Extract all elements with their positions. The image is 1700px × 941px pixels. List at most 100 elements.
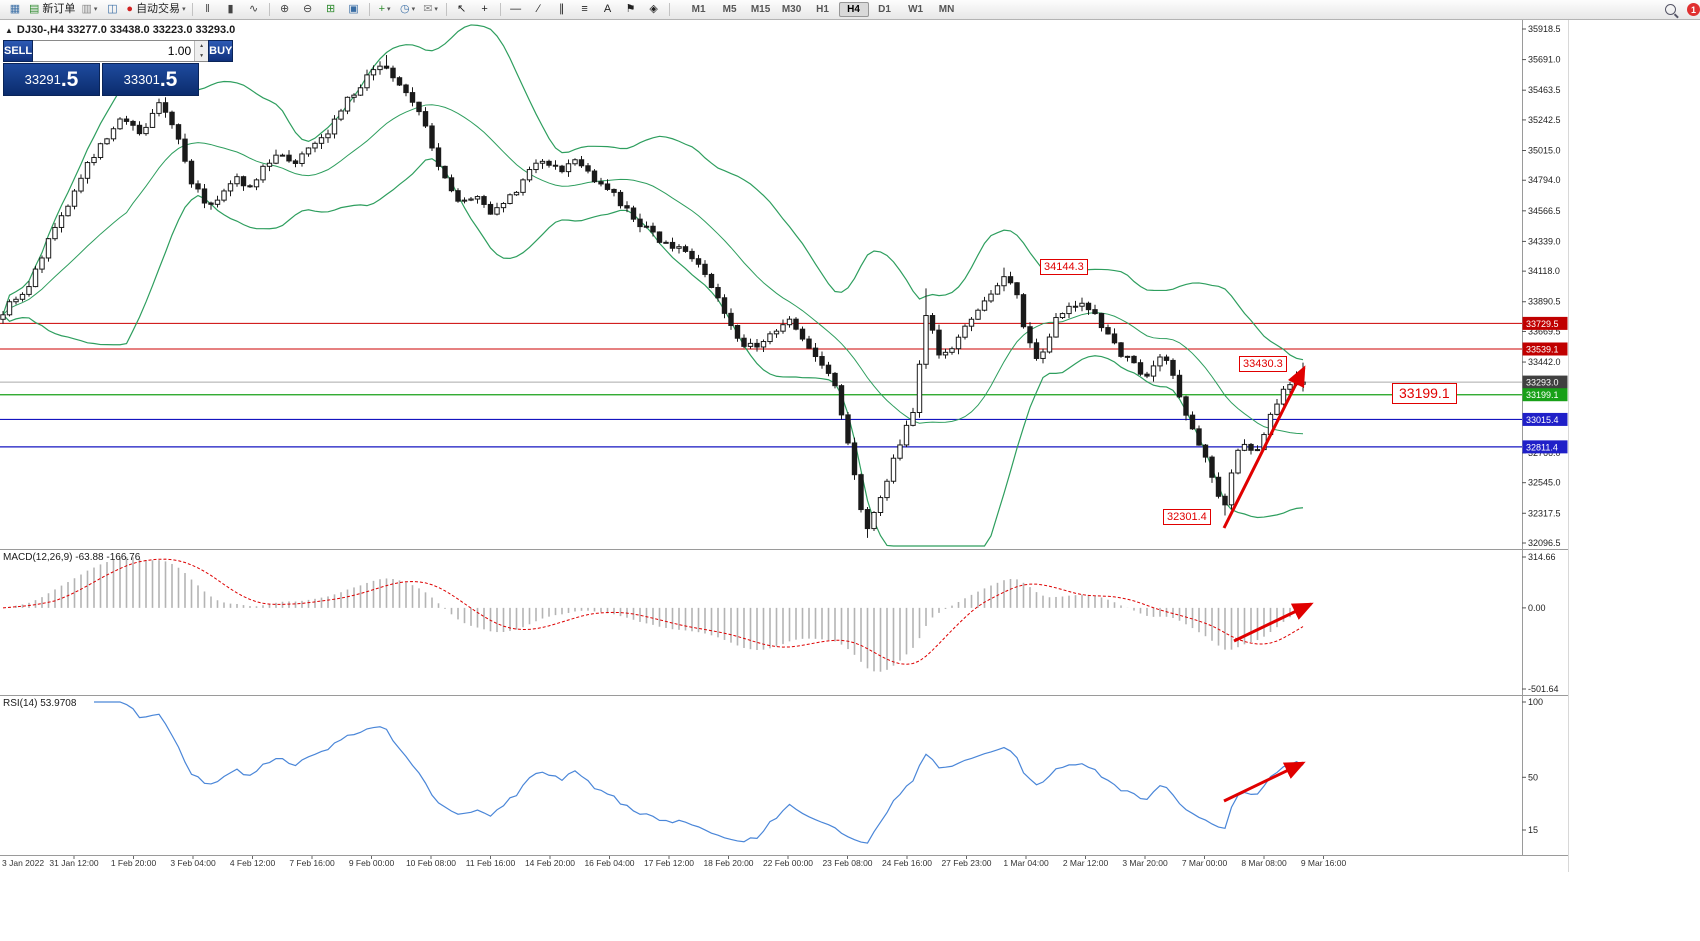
insert-indicator-button[interactable]: + ▾ — [374, 1, 396, 18]
time-axis-label: 27 Feb 23:00 — [941, 858, 991, 868]
price-axis-label: 35015.0 — [1528, 146, 1561, 156]
chevron-down-icon[interactable]: ▾ — [387, 6, 391, 13]
cursor-button[interactable]: ↖ — [451, 1, 473, 18]
chevron-down-icon[interactable]: ▾ — [434, 6, 438, 13]
arrange-windows-icon: ▣ — [348, 3, 359, 15]
auto-trading-button[interactable]: ● 自动交易 ▾ — [124, 1, 187, 18]
horizontal-line-button[interactable]: ― — [505, 1, 527, 18]
macd-scale-label: 314.66 — [1528, 552, 1556, 562]
timeframe-mn[interactable]: MN — [938, 4, 955, 15]
toolbar-separator — [499, 3, 501, 16]
time-axis[interactable]: 3 Jan 2022 31 Jan 12:00 1 Feb 20:00 3 Feb 0… — [2, 856, 1346, 868]
candlestick-chart-button[interactable]: ▮ — [220, 1, 242, 18]
new-chart-button[interactable]: ▦ — [4, 1, 26, 18]
channel-button[interactable]: ∥ — [551, 1, 573, 18]
price-axis-label: 35918.5 — [1528, 24, 1561, 34]
time-axis-label: 8 Mar 08:00 — [1241, 858, 1287, 868]
buy-price-display[interactable]: 33301.5 — [102, 63, 199, 96]
time-axis-label: 11 Feb 16:00 — [466, 858, 516, 868]
trendline-icon: ∕ — [537, 3, 540, 15]
price-axis-label: 34794.0 — [1528, 175, 1561, 185]
rsi-scale-label: 15 — [1528, 825, 1538, 835]
fibonacci-button[interactable]: ≡ — [574, 1, 596, 18]
bar-chart-button[interactable]: ‖ — [197, 1, 219, 18]
time-axis-label: 1 Mar 04:00 — [1003, 858, 1049, 868]
price-annotation[interactable]: 33430.3 — [1239, 356, 1287, 372]
toolbar-separator — [668, 3, 670, 16]
chart-title: ▲ DJ30-,H4 33277.0 33438.0 33223.0 33293.… — [5, 24, 235, 36]
timeframe-h1[interactable]: H1 — [816, 4, 829, 15]
trendline-button[interactable]: ∕ — [528, 1, 550, 18]
new-order-button[interactable]: ▤ 新订单 — [27, 1, 77, 18]
rsi-scale-label: 50 — [1528, 772, 1538, 782]
buy-price-big: .5 — [159, 68, 178, 91]
zoom-out-button[interactable]: ⊖ — [297, 1, 319, 18]
time-axis-label: 7 Mar 00:00 — [1182, 858, 1228, 868]
volume-down-button[interactable]: ▼ — [195, 51, 209, 61]
timeframe-w1[interactable]: W1 — [908, 4, 924, 15]
chevron-down-icon[interactable]: ▾ — [411, 6, 416, 13]
price-tag — [1522, 316, 1568, 330]
crosshair-button[interactable]: + — [474, 1, 496, 18]
toolbar-separator — [268, 3, 270, 16]
timeframe-d1[interactable]: D1 — [878, 4, 891, 15]
timeframe-m15[interactable]: M15 — [750, 4, 771, 15]
price-axis[interactable]: 35918.5 35691.0 35463.5 35242.5 35015.0 34794… — [1522, 24, 1568, 835]
time-axis-label: 16 Feb 04:00 — [584, 858, 634, 868]
timeframe-m1[interactable]: M1 — [691, 4, 706, 15]
trend-arrow[interactable] — [1223, 761, 1306, 803]
candles[interactable] — [0, 55, 1306, 538]
terminal-button[interactable]: ◫ — [101, 1, 123, 18]
price-annotation[interactable]: 34144.3 — [1040, 259, 1088, 275]
zoom-in-icon: ⊕ — [279, 3, 290, 15]
sell-price-big: .5 — [60, 68, 79, 91]
oneclick-toggle-icon[interactable]: ▲ — [5, 26, 13, 35]
chart-profiles-button[interactable]: ▥ ▾ — [78, 1, 100, 18]
time-axis-label: 4 Feb 12:00 — [230, 858, 276, 868]
search-icon[interactable] — [1665, 4, 1676, 15]
price-tag — [1522, 342, 1568, 356]
crosshair-icon: + — [481, 3, 488, 15]
time-axis-label: 3 Feb 04:00 — [170, 858, 216, 868]
timeframe-m5[interactable]: M5 — [722, 4, 737, 15]
sell-button[interactable]: SELL — [3, 40, 34, 62]
period-button[interactable]: ◷ ▾ — [397, 1, 419, 18]
buy-button[interactable]: BUY — [208, 40, 234, 62]
toolbar-separator — [191, 3, 193, 16]
line-chart-button[interactable]: ∿ — [243, 1, 265, 18]
trend-arrow[interactable] — [1233, 602, 1314, 643]
price-annotation[interactable]: 33199.1 — [1392, 383, 1457, 404]
zoom-in-button[interactable]: ⊕ — [274, 1, 296, 18]
price-tag — [1522, 375, 1568, 389]
bar-chart-icon: ‖ — [205, 3, 210, 15]
volume-up-button[interactable]: ▲ — [195, 41, 209, 51]
trend-arrow[interactable] — [1222, 365, 1306, 529]
tile-windows-button[interactable]: ⊞ — [320, 1, 342, 18]
chevron-down-icon[interactable]: ▾ — [182, 6, 186, 13]
label-tool-button[interactable]: ⚑ — [620, 1, 642, 18]
chevron-down-icon[interactable]: ▾ — [93, 6, 98, 13]
timeframe-m30[interactable]: M30 — [781, 4, 802, 15]
price-axis-label: 34566.5 — [1528, 206, 1561, 216]
notification-badge[interactable]: 1 — [1687, 3, 1700, 16]
timeframe-group: M1 M5 M15 M30 H1 H4 D1 W1 MN — [684, 2, 962, 17]
price-axis-label: 34118.0 — [1528, 266, 1560, 276]
time-axis-label: 9 Mar 16:00 — [1301, 858, 1347, 868]
shapes-button[interactable]: ◈ — [643, 1, 665, 18]
price-annotation[interactable]: 32301.4 — [1163, 509, 1211, 525]
buy-price-small: 33301 — [123, 72, 160, 87]
timeframe-h4[interactable]: H4 — [838, 2, 869, 17]
price-axis-label: 33669.5 — [1528, 326, 1561, 336]
shapes-icon: ◈ — [649, 3, 658, 15]
period-icon: ◷ — [400, 3, 410, 15]
sell-price-display[interactable]: 33291.5 — [3, 63, 100, 96]
volume-input[interactable] — [33, 41, 195, 61]
mail-button[interactable]: ✉ ▾ — [420, 1, 442, 18]
price-tag — [1522, 388, 1568, 402]
arrange-windows-button[interactable]: ▣ — [343, 1, 365, 18]
time-axis-label: 24 Feb 16:00 — [882, 858, 932, 868]
time-axis-label: 3 Mar 20:00 — [1122, 858, 1168, 868]
text-tool-button[interactable]: A — [597, 1, 619, 18]
price-tag-text: 33199.1 — [1526, 390, 1559, 400]
